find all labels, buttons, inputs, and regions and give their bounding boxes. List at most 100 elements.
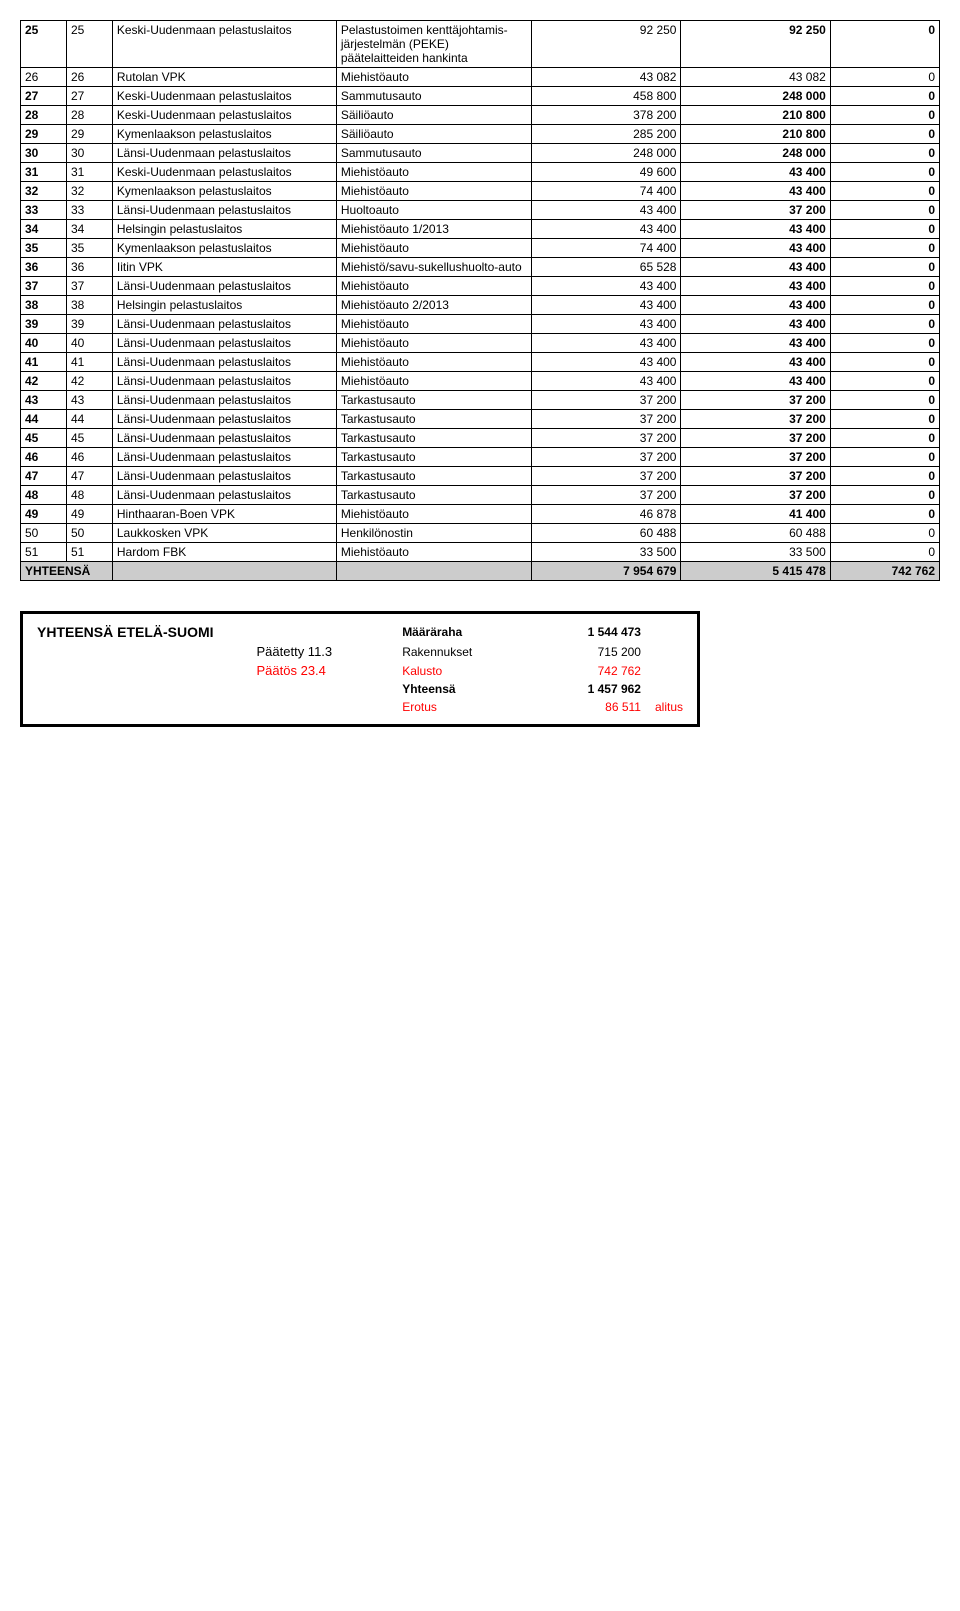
- cell-val-g: 0: [830, 372, 939, 391]
- table-row: 2828Keski-Uudenmaan pelastuslaitosSäiliö…: [21, 106, 940, 125]
- cell-num-a: 34: [21, 220, 67, 239]
- cell-num-a: 40: [21, 334, 67, 353]
- cell-num-b: 50: [66, 524, 112, 543]
- cell-item: Miehistöauto: [336, 68, 531, 87]
- cell-val-f: 43 400: [681, 239, 830, 258]
- cell-val-f: 41 400: [681, 505, 830, 524]
- cell-item: Tarkastusauto: [336, 448, 531, 467]
- cell-val-e: 43 400: [532, 220, 681, 239]
- cell-val-e: 43 400: [532, 315, 681, 334]
- cell-val-f: 43 400: [681, 315, 830, 334]
- cell-val-f: 37 200: [681, 410, 830, 429]
- cell-num-a: 26: [21, 68, 67, 87]
- cell-val-e: 65 528: [532, 258, 681, 277]
- summary-val: 1 544 473: [538, 622, 645, 642]
- cell-num-b: 27: [66, 87, 112, 106]
- cell-item: Miehistöauto: [336, 182, 531, 201]
- cell-val-f: 43 400: [681, 163, 830, 182]
- total-f: 5 415 478: [681, 562, 830, 581]
- table-row: 3030Länsi-Uudenmaan pelastuslaitosSammut…: [21, 144, 940, 163]
- cell-num-b: 25: [66, 21, 112, 68]
- table-row: 4444Länsi-Uudenmaan pelastuslaitosTarkas…: [21, 410, 940, 429]
- cell-num-b: 40: [66, 334, 112, 353]
- cell-item: Miehistöauto: [336, 163, 531, 182]
- cell-val-e: 37 200: [532, 486, 681, 505]
- cell-val-g: 0: [830, 543, 939, 562]
- table-row: 4646Länsi-Uudenmaan pelastuslaitosTarkas…: [21, 448, 940, 467]
- cell-val-e: 92 250: [532, 21, 681, 68]
- cell-val-e: 378 200: [532, 106, 681, 125]
- summary-mid: [253, 622, 399, 642]
- cell-num-b: 45: [66, 429, 112, 448]
- cell-val-e: 43 400: [532, 296, 681, 315]
- cell-num-b: 43: [66, 391, 112, 410]
- cell-val-e: 33 500: [532, 543, 681, 562]
- cell-val-g: 0: [830, 144, 939, 163]
- table-row: 3939Länsi-Uudenmaan pelastuslaitosMiehis…: [21, 315, 940, 334]
- table-row: 2525Keski-Uudenmaan pelastuslaitosPelast…: [21, 21, 940, 68]
- cell-val-g: 0: [830, 239, 939, 258]
- cell-item: Huoltoauto: [336, 201, 531, 220]
- cell-org: Länsi-Uudenmaan pelastuslaitos: [112, 201, 336, 220]
- total-label: YHTEENSÄ: [21, 562, 113, 581]
- cell-val-f: 43 400: [681, 334, 830, 353]
- cell-val-f: 92 250: [681, 21, 830, 68]
- cell-org: Kymenlaakson pelastuslaitos: [112, 239, 336, 258]
- summary-val: 715 200: [538, 642, 645, 661]
- table-row: 4040Länsi-Uudenmaan pelastuslaitosMiehis…: [21, 334, 940, 353]
- cell-num-a: 36: [21, 258, 67, 277]
- cell-org: Kymenlaakson pelastuslaitos: [112, 125, 336, 144]
- table-row: 3232Kymenlaakson pelastuslaitosMiehistöa…: [21, 182, 940, 201]
- cell-val-g: 0: [830, 258, 939, 277]
- summary-row: YHTEENSÄ ETELÄ-SUOMIMääräraha1 544 473: [33, 622, 687, 642]
- cell-num-a: 28: [21, 106, 67, 125]
- cell-val-g: 0: [830, 201, 939, 220]
- cell-num-a: 32: [21, 182, 67, 201]
- cell-val-e: 37 200: [532, 429, 681, 448]
- cell-val-e: 37 200: [532, 448, 681, 467]
- cell-num-a: 33: [21, 201, 67, 220]
- cell-num-a: 39: [21, 315, 67, 334]
- cell-org: Helsingin pelastuslaitos: [112, 220, 336, 239]
- cell-org: Länsi-Uudenmaan pelastuslaitos: [112, 315, 336, 334]
- cell-val-e: 49 600: [532, 163, 681, 182]
- cell-item: Säiliöauto: [336, 106, 531, 125]
- summary-val: 86 511: [538, 698, 645, 716]
- cell-val-f: 43 082: [681, 68, 830, 87]
- cell-item: Miehistöauto: [336, 505, 531, 524]
- cell-org: Laukkosken VPK: [112, 524, 336, 543]
- cell-org: Länsi-Uudenmaan pelastuslaitos: [112, 410, 336, 429]
- cell-org: Keski-Uudenmaan pelastuslaitos: [112, 163, 336, 182]
- cell-item: Sammutusauto: [336, 87, 531, 106]
- cell-val-g: 0: [830, 68, 939, 87]
- summary-mid: Päätetty 11.3: [253, 642, 399, 661]
- cell-val-g: 0: [830, 505, 939, 524]
- cell-item: Miehistö/savu-sukellushuolto-auto: [336, 258, 531, 277]
- cell-item: Miehistöauto 2/2013: [336, 296, 531, 315]
- cell-num-a: 27: [21, 87, 67, 106]
- cell-item: Miehistöauto: [336, 239, 531, 258]
- cell-val-e: 60 488: [532, 524, 681, 543]
- cell-val-e: 285 200: [532, 125, 681, 144]
- cell-num-b: 42: [66, 372, 112, 391]
- cell-val-g: 0: [830, 87, 939, 106]
- summary-row: Yhteensä1 457 962: [33, 680, 687, 698]
- cell-item: Miehistöauto: [336, 334, 531, 353]
- cell-num-a: 50: [21, 524, 67, 543]
- cell-item: Miehistöauto: [336, 353, 531, 372]
- cell-val-f: 248 000: [681, 144, 830, 163]
- cell-val-e: 43 400: [532, 334, 681, 353]
- summary-row: Erotus86 511alitus: [33, 698, 687, 716]
- cell-num-b: 39: [66, 315, 112, 334]
- cell-val-e: 37 200: [532, 391, 681, 410]
- table-row: 4545Länsi-Uudenmaan pelastuslaitosTarkas…: [21, 429, 940, 448]
- cell-val-f: 60 488: [681, 524, 830, 543]
- cell-val-f: 43 400: [681, 258, 830, 277]
- cell-val-g: 0: [830, 277, 939, 296]
- cell-num-b: 26: [66, 68, 112, 87]
- cell-item: Miehistöauto: [336, 372, 531, 391]
- cell-val-f: 33 500: [681, 543, 830, 562]
- cell-val-e: 248 000: [532, 144, 681, 163]
- cell-num-b: 28: [66, 106, 112, 125]
- cell-org: Länsi-Uudenmaan pelastuslaitos: [112, 391, 336, 410]
